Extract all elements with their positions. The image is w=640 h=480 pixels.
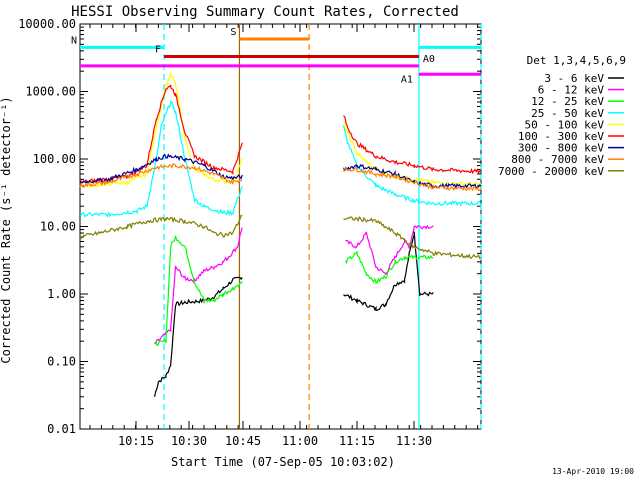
footer-timestamp: 13-Apr-2010 19:00	[552, 467, 634, 476]
x-tick-label: 11:15	[339, 434, 375, 448]
flag-bar-label: A0	[423, 54, 435, 65]
legend-entry-label: 25 - 50 keV	[531, 107, 604, 120]
legend-entry-label: 800 - 7000 keV	[511, 153, 604, 166]
series-line	[153, 276, 243, 397]
chart-title: HESSI Observing Summary Count Rates, Cor…	[71, 4, 459, 20]
series-line	[344, 250, 434, 285]
y-tick-label: 1000.00	[25, 85, 76, 99]
legend-entry-label: 100 - 300 keV	[518, 130, 604, 143]
series-line	[342, 164, 482, 190]
x-tick-label: 10:30	[171, 434, 207, 448]
legend-entry-label: 6 - 12 keV	[538, 84, 605, 97]
legend-entry-label: 50 - 100 keV	[525, 118, 605, 131]
x-axis-label: Start Time (07-Sep-05 10:03:02)	[171, 455, 395, 469]
legend-entry-label: 7000 - 20000 keV	[498, 165, 604, 178]
y-tick-label: 100.00	[33, 152, 76, 166]
y-axis-label: Corrected Count Rate (s⁻¹ detector⁻¹)	[0, 96, 13, 363]
plot-frame	[79, 23, 482, 430]
x-tick-label: 10:15	[118, 434, 154, 448]
series-line	[343, 231, 434, 311]
series-line	[79, 100, 243, 219]
x-tick-label: 10:45	[225, 434, 261, 448]
flag-bar-label: A1	[401, 74, 413, 85]
legend-entry-label: 12 - 25 keV	[531, 95, 604, 108]
x-tick-label: 11:00	[282, 434, 318, 448]
series-line	[154, 227, 243, 345]
x-tick-label: 11:30	[396, 434, 432, 448]
series-line	[342, 166, 482, 192]
y-tick-label: 1.00	[47, 287, 76, 301]
flag-bar-label: S	[230, 27, 236, 38]
flag-bar-label: F	[155, 45, 161, 56]
series-line	[79, 163, 243, 188]
series-line	[343, 216, 482, 260]
y-tick-label: 10.00	[40, 220, 76, 234]
series-line	[343, 121, 482, 187]
legend-title: Det 1,3,4,5,6,9	[527, 54, 626, 67]
y-tick-label: 0.10	[47, 355, 76, 369]
legend-entry-label: 3 - 6 keV	[544, 72, 604, 85]
series-line	[154, 235, 243, 347]
flag-bar-label: N	[71, 35, 77, 46]
legend-entry-label: 300 - 800 keV	[518, 142, 604, 155]
series-line	[79, 84, 243, 185]
series-line	[79, 153, 243, 185]
series-line	[343, 115, 482, 175]
y-tick-label: 0.01	[47, 422, 76, 436]
y-tick-label: 10000.00	[18, 17, 76, 31]
series-line	[345, 224, 434, 276]
plot-area: 0.01 0.10 1.00 10.00 100.00 1000.00 10000.00 10…	[18, 17, 482, 448]
series-line	[79, 214, 243, 240]
series-line	[342, 125, 482, 207]
